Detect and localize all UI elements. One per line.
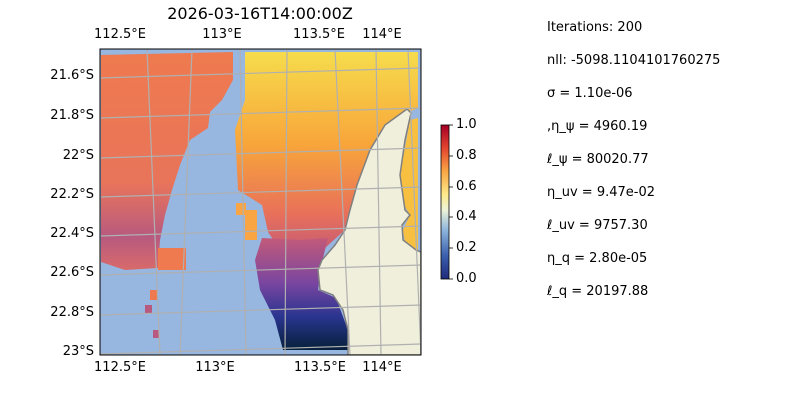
lon-tick-label-bottom: 113.5°E <box>294 360 346 375</box>
field-west <box>101 52 233 270</box>
land <box>317 108 421 355</box>
info-text: η_uv = 9.47e-02 <box>547 185 656 200</box>
meridian <box>239 49 247 355</box>
parallel <box>100 107 421 119</box>
info-text: nll: -5098.1104101760275 <box>547 53 721 68</box>
colorbar-tick-label: 0.0 <box>456 271 477 286</box>
lat-tick-label: 22.4°S <box>50 226 94 241</box>
info-text: ℓ_q = 20197.88 <box>547 284 649 299</box>
lon-tick-label-bottom: 112.5°E <box>94 360 146 375</box>
parallel <box>100 147 421 159</box>
field-patch <box>245 210 257 240</box>
lon-tick-label-top: 112.5°E <box>94 27 146 42</box>
lat-tick-label: 22°S <box>62 148 94 163</box>
parallel <box>100 186 421 198</box>
info-text: σ = 1.10e-06 <box>547 86 633 101</box>
meridian <box>375 49 382 355</box>
plot-title: 2026-03-16T14:00:00Z <box>167 4 353 23</box>
lat-tick-label: 22.8°S <box>50 305 94 320</box>
parallel <box>100 67 421 79</box>
field-patch <box>158 248 186 270</box>
meridian <box>407 49 421 355</box>
parallel <box>100 343 421 355</box>
parallel <box>100 225 421 237</box>
meridian <box>179 49 193 355</box>
lat-tick-label: 22.6°S <box>50 265 94 280</box>
lat-tick-label: 22.2°S <box>50 187 94 202</box>
meridian <box>146 49 161 355</box>
field-patch <box>153 330 159 338</box>
meridian <box>334 49 351 355</box>
colorbar-tick-label: 1.0 <box>456 117 477 132</box>
colorbar-tick-label: 0.4 <box>456 209 477 224</box>
field-patch <box>150 290 158 300</box>
info-text: Iterations: 200 <box>547 20 643 35</box>
parallel <box>100 304 421 316</box>
colorbar-tick-label: 0.2 <box>456 240 477 255</box>
colorbar-tick-label: 0.8 <box>456 148 477 163</box>
field-east-strip <box>400 118 418 250</box>
field-patch <box>236 203 246 215</box>
map-frame <box>99 48 422 356</box>
lon-tick-label-top: 113°E <box>202 27 242 42</box>
colorbar-tick-label: 0.6 <box>456 179 477 194</box>
colorbar <box>440 124 450 280</box>
field-patch <box>145 305 152 313</box>
info-text: ℓ_uv = 9757.30 <box>547 218 648 233</box>
lon-tick-label-bottom: 113°E <box>195 360 235 375</box>
info-text: η_q = 2.80e-05 <box>547 251 648 266</box>
lat-tick-label: 21.8°S <box>50 108 94 123</box>
field-northeast <box>235 52 418 255</box>
lon-tick-label-bottom: 114°E <box>362 360 402 375</box>
lat-tick-label: 23°S <box>62 344 94 359</box>
info-text: ℓ_ψ = 80020.77 <box>547 152 649 167</box>
lat-tick-label: 21.6°S <box>50 68 94 83</box>
field-south <box>255 238 348 350</box>
lon-tick-label-top: 114°E <box>362 27 402 42</box>
graticule <box>100 49 421 355</box>
parallel <box>100 264 421 276</box>
meridian <box>284 49 288 355</box>
info-text: ,η_ψ = 4960.19 <box>547 119 648 134</box>
lon-tick-label-top: 113.5°E <box>293 27 345 42</box>
